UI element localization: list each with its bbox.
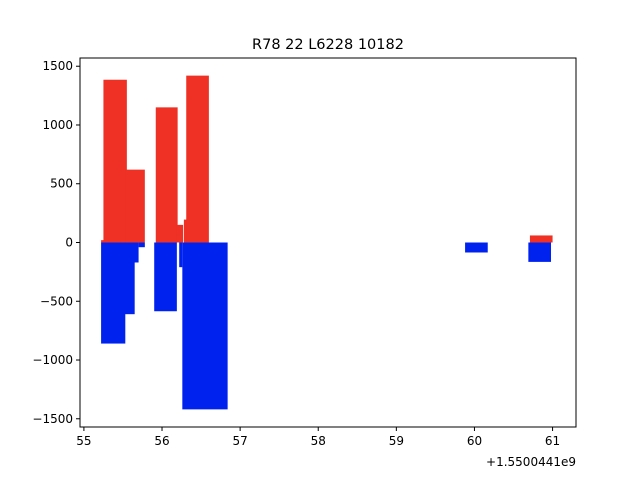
negative-bar-1-2 bbox=[133, 242, 139, 263]
positive-bar-0-4 bbox=[176, 224, 184, 243]
x-axis: 55 56 57 58 59 60 61 bbox=[76, 427, 560, 448]
x-tick-label: 59 bbox=[389, 434, 404, 448]
x-tick-label: 60 bbox=[467, 434, 482, 448]
negative-bar-1-8 bbox=[528, 242, 552, 262]
y-tick-label: −500 bbox=[40, 294, 73, 308]
x-tick-label: 61 bbox=[545, 434, 560, 448]
x-tick-label: 57 bbox=[232, 434, 247, 448]
x-tick-label: 56 bbox=[154, 434, 169, 448]
x-tick-label: 58 bbox=[311, 434, 326, 448]
y-tick-label: −1500 bbox=[32, 412, 73, 426]
positive-bar-0-7 bbox=[529, 235, 553, 243]
negative-bar-1-3 bbox=[138, 242, 145, 248]
positive-bar-0-1 bbox=[103, 79, 127, 243]
y-tick-label: 1500 bbox=[42, 59, 73, 73]
x-tick-label: 55 bbox=[76, 434, 91, 448]
y-tick-label: 1000 bbox=[42, 118, 73, 132]
positive-bar-0-5 bbox=[183, 219, 188, 243]
y-tick-label: −1000 bbox=[32, 353, 73, 367]
positive-bar-0-2 bbox=[125, 169, 145, 243]
positive-bar-0-0 bbox=[101, 240, 105, 243]
positive-bar-0-3 bbox=[155, 107, 178, 243]
negative-bar-1-7 bbox=[465, 242, 488, 253]
y-tick-label: 500 bbox=[50, 177, 73, 191]
chart-title: R78 22 L6228 10182 bbox=[252, 37, 404, 53]
bars-layer bbox=[101, 75, 553, 410]
negative-bar-1-6 bbox=[182, 242, 228, 410]
y-axis: −1500 −1000 −500 0 500 1000 1500 bbox=[32, 59, 80, 426]
negative-bar-1-4 bbox=[154, 242, 177, 312]
negative-bar-1-5 bbox=[179, 242, 183, 268]
y-tick-label: 0 bbox=[65, 236, 73, 250]
x-axis-offset-label: +1.5500441e9 bbox=[486, 455, 576, 469]
negative-bar-1-1 bbox=[124, 242, 135, 315]
negative-bar-1-0 bbox=[101, 242, 126, 344]
positive-bar-0-6 bbox=[186, 75, 209, 243]
